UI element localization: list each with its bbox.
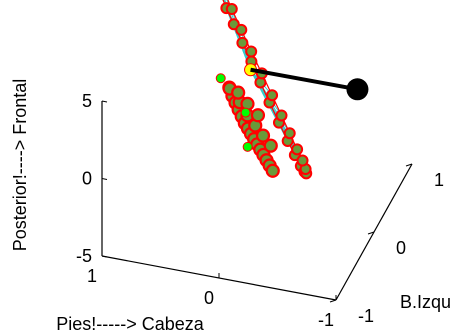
ring-point	[225, 3, 238, 16]
ring-point	[245, 45, 258, 58]
z-tick-mark	[101, 178, 108, 180]
highlight-point	[242, 141, 253, 152]
y-tick-mark	[405, 163, 413, 167]
ring-point	[235, 23, 248, 36]
endpoint-marker	[346, 78, 369, 101]
cluster-point	[265, 163, 280, 178]
ring-point	[283, 127, 296, 140]
x-tick-label: 0	[204, 288, 214, 308]
y-tick-label: -1	[358, 306, 374, 326]
y-tick-mark	[367, 231, 375, 235]
cluster-point	[231, 85, 246, 100]
ring-point	[291, 143, 304, 156]
x-axis-title: Pies!-----> Cabeza	[56, 314, 205, 334]
highlight-point	[240, 107, 251, 118]
ring-point	[236, 36, 249, 49]
rod-group	[250, 67, 369, 101]
z-tick-label: 0	[82, 169, 92, 189]
spoke-line	[250, 69, 282, 116]
y-tick-mark	[329, 299, 337, 303]
y-tick-label: 1	[434, 170, 444, 190]
z-tick-mark	[101, 255, 108, 258]
ring-group	[220, 0, 313, 180]
ring-point	[296, 154, 309, 167]
z-tick-label: 5	[82, 91, 92, 111]
cluster-point	[250, 108, 266, 123]
z-tick-label: -5	[76, 246, 92, 266]
x-tick-label: 1	[87, 266, 97, 286]
y-axis-title: B.Izqu	[400, 292, 451, 312]
labels-group: 1 0 -1 -1 0 1 5 0 -5 Pies!-----> Cabeza B.Izqu Post…	[10, 79, 451, 334]
cluster-point	[263, 138, 278, 153]
rod-line	[250, 67, 358, 92]
y-tick-label: 0	[396, 238, 406, 258]
axes-group	[101, 100, 413, 303]
z-tick-mark	[101, 100, 108, 103]
ring-point	[266, 89, 279, 102]
cluster-group	[215, 63, 280, 178]
cluster-point	[255, 128, 271, 143]
z-axis-title: Posterior!----> Frontal	[10, 79, 30, 252]
ring-point	[275, 109, 288, 122]
highlight-point	[215, 73, 226, 84]
x-tick-label: -1	[318, 310, 334, 330]
